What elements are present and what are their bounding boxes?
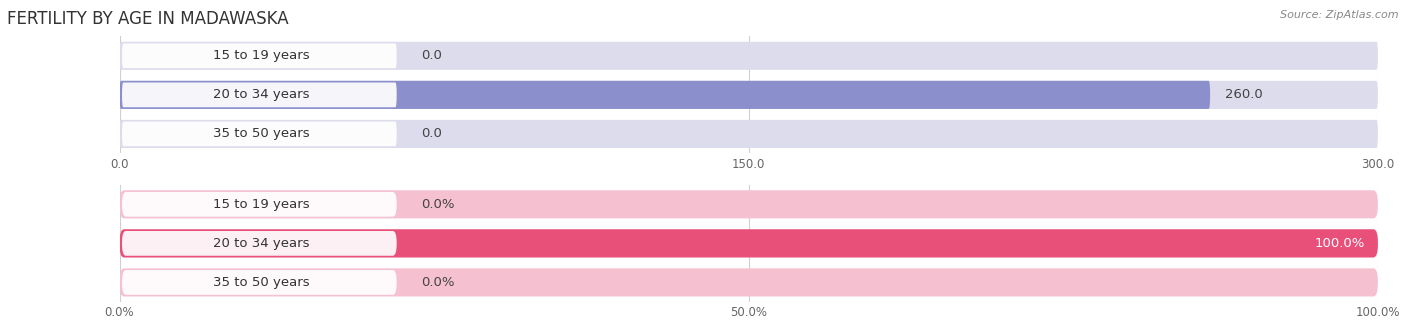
Text: 0.0: 0.0 [422,127,443,141]
Text: Source: ZipAtlas.com: Source: ZipAtlas.com [1281,10,1399,20]
FancyBboxPatch shape [122,121,396,146]
Text: FERTILITY BY AGE IN MADAWASKA: FERTILITY BY AGE IN MADAWASKA [7,10,288,28]
FancyBboxPatch shape [122,270,396,295]
Text: 20 to 34 years: 20 to 34 years [212,88,309,101]
Text: 20 to 34 years: 20 to 34 years [212,237,309,250]
Text: 15 to 19 years: 15 to 19 years [212,198,309,211]
FancyBboxPatch shape [122,82,396,107]
Text: 0.0%: 0.0% [422,198,456,211]
Text: 100.0%: 100.0% [1315,237,1365,250]
FancyBboxPatch shape [120,81,1211,109]
FancyBboxPatch shape [120,81,1378,109]
FancyBboxPatch shape [122,192,396,217]
Text: 0.0: 0.0 [422,49,443,62]
FancyBboxPatch shape [120,229,1378,257]
FancyBboxPatch shape [120,42,1378,70]
Text: 35 to 50 years: 35 to 50 years [212,127,309,141]
FancyBboxPatch shape [120,190,1378,218]
Text: 35 to 50 years: 35 to 50 years [212,276,309,289]
FancyBboxPatch shape [120,268,1378,296]
Text: 260.0: 260.0 [1225,88,1263,101]
FancyBboxPatch shape [122,231,396,256]
FancyBboxPatch shape [120,120,1378,148]
Text: 0.0%: 0.0% [422,276,456,289]
Text: 15 to 19 years: 15 to 19 years [212,49,309,62]
FancyBboxPatch shape [122,44,396,68]
FancyBboxPatch shape [120,229,1378,257]
